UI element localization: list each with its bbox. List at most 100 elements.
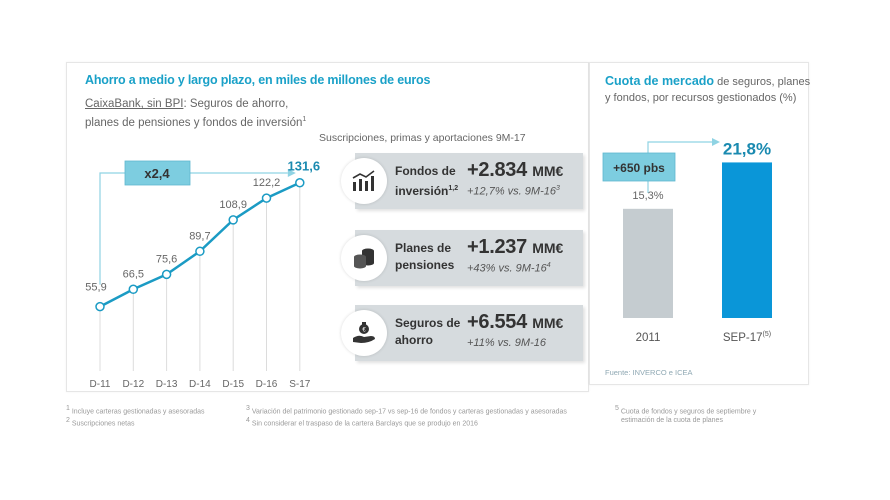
card-label-line1: Planes de: [395, 241, 452, 255]
card-seguros-ahorro: € Seguros de ahorro +6.554 MM€ +11% vs. 9…: [341, 305, 583, 361]
card-delta-text: +43% vs. 9M-16: [467, 262, 547, 275]
card-label: Fondos de inversión1,2: [395, 163, 458, 200]
data-point: [161, 269, 172, 280]
x-tick-label: S-17: [289, 379, 311, 389]
card-value-unit: MM€: [532, 315, 564, 331]
data-label: 131,6: [288, 159, 321, 174]
data-label: 75,6: [156, 253, 177, 265]
data-point: [295, 177, 305, 188]
data-label: 66,5: [123, 268, 144, 280]
data-point: [195, 246, 205, 257]
card-delta-sup: 4: [546, 262, 551, 269]
growth-bracket-line: [99, 172, 288, 285]
footnote-num: 5: [615, 405, 619, 412]
card-label-line2: pensiones: [395, 258, 455, 272]
change-label: +650 pbs: [613, 161, 665, 175]
multiplier-label: x2,4: [144, 166, 170, 181]
market-share-bar-chart: +650 pbs 15,3% 2011 21,8% SEP-17(5): [602, 138, 772, 344]
market-share-panel: Cuota de mercado de seguros, planes y fo…: [589, 62, 810, 385]
coins-stack-icon: [341, 235, 387, 281]
bar-2011: [623, 208, 673, 318]
multiplier-tag: [124, 160, 191, 186]
card-delta: +43% vs. 9M-164: [467, 262, 551, 275]
card-label: Seguros de ahorro: [395, 315, 460, 349]
card-label-line2: inversión: [395, 184, 449, 198]
footnote-num: 2: [66, 417, 70, 424]
card-value: +2.834 MM€: [467, 159, 563, 182]
source-note: Fuente: INVERCO e ICEA: [605, 368, 693, 377]
data-point: [261, 193, 272, 203]
x-tick-label: D-11: [90, 379, 111, 389]
card-label: Planes de pensiones: [395, 240, 454, 274]
card-label-line1: Seguros de: [395, 316, 461, 330]
change-arrow-head: [712, 138, 720, 146]
card-value: +6.554 MM€: [467, 311, 563, 334]
card-value-unit: MM€: [532, 240, 564, 256]
footnote-text: Incluye carteras gestionadas y asesorada…: [71, 408, 205, 416]
footnote-3: 3 Variación del patrimonio gestionado se…: [246, 403, 567, 418]
x-tick-label: D-14: [189, 379, 211, 389]
footnote-text: estimación de la cuota de planes: [621, 417, 723, 424]
card-delta: +11% vs. 9M-16: [467, 337, 546, 349]
savings-panel-subtitle: CaixaBank, sin BPI: Seguros de ahorro, p…: [85, 96, 306, 131]
x-tick-sup: (5): [763, 331, 772, 338]
footnote-4: 4 Sin considerar el traspaso de la carte…: [246, 415, 478, 430]
bar-sep-17: [722, 162, 772, 318]
footnote-text: Suscripciones netas: [71, 420, 135, 428]
card-value-number: +1.237: [467, 236, 527, 258]
bar-chart-trend-icon: [341, 158, 387, 204]
market-share-title-bold: Cuota de mercado: [605, 74, 715, 88]
market-share-title-line2: y fondos, por recursos gestionados (%): [605, 92, 797, 104]
card-delta: +12,7% vs. 9M-163: [467, 185, 560, 198]
x-tick-label: D-12: [122, 379, 144, 389]
data-label: 55,9: [85, 282, 106, 294]
x-tick-label: 2011: [636, 332, 661, 344]
footnote-text: Sin considerar el traspaso de la cartera…: [251, 420, 478, 428]
card-label-line1: Fondos de: [395, 164, 456, 178]
data-point: [128, 284, 139, 295]
subtitle-line2: planes de pensiones y fondos de inversió…: [85, 116, 303, 129]
data-label: 89,7: [189, 230, 210, 242]
x-tick-label: SEP-17(5): [723, 331, 771, 344]
bar-value-label: 21,8%: [723, 139, 771, 158]
footnote-text: Variación del patrimonio gestionado sep-…: [251, 408, 567, 416]
bar-value-label: 15,3%: [632, 190, 663, 202]
subtitle-line1-rest: : Seguros de ahorro,: [183, 98, 289, 110]
savings-line-chart: x2,4 55,9 D-11 66,5 D-12 75,6 D-13 89,7 D-14 108,…: [85, 159, 321, 389]
hand-money-bag-icon: €: [341, 310, 387, 356]
card-delta-text: +11% vs. 9M-16: [467, 337, 546, 349]
footnote-num: 1: [66, 405, 70, 412]
card-delta-sup: 3: [555, 185, 560, 192]
x-tick-label: D-16: [256, 379, 278, 389]
footnote-num: 3: [246, 405, 250, 412]
x-tick-label: D-15: [222, 379, 244, 389]
data-label: 122,2: [253, 177, 281, 189]
savings-panel-title: Ahorro a medio y largo plazo, en miles d…: [85, 73, 431, 87]
footnote-1: 1 Incluye carteras gestionadas y asesora…: [66, 403, 205, 418]
card-value-number: +2.834: [467, 159, 527, 181]
cards-heading: Suscripciones, primas y aportaciones 9M-…: [319, 132, 526, 144]
svg-text:€: €: [362, 328, 366, 334]
card-planes-pensiones: Planes de pensiones +1.237 MM€ +43% vs. 9…: [341, 230, 583, 286]
data-label: 108,9: [219, 199, 247, 211]
footnote-num: 4: [246, 417, 250, 424]
card-delta-text: +12,7% vs. 9M-16: [467, 185, 556, 198]
footnote-text: Cuota de fondos y seguros de septiembre …: [620, 408, 757, 416]
data-point: [228, 215, 238, 225]
footnote-5-cont: estimación de la cuota de planes: [621, 415, 723, 427]
savings-panel: Ahorro a medio y largo plazo, en miles d…: [66, 62, 589, 392]
subtitle-scope: CaixaBank, sin BPI: [85, 98, 184, 110]
footnote-5: 5 Cuota de fondos y seguros de septiembr…: [615, 403, 756, 418]
card-label-line2: ahorro: [395, 333, 434, 347]
x-tick-label: D-13: [156, 379, 178, 389]
card-value-unit: MM€: [532, 163, 564, 179]
subtitle-sup: 1: [302, 116, 307, 123]
card-fondos-inversion: Fondos de inversión1,2 +2.834 MM€ +12,7% …: [341, 153, 583, 209]
data-point: [95, 301, 105, 312]
footnote-2: 2 Suscripciones netas: [66, 415, 135, 430]
card-label-sup: 1,2: [448, 185, 459, 192]
market-share-title-rest: de seguros, planes: [714, 76, 811, 88]
card-value-number: +6.554: [467, 311, 527, 333]
change-tag: [602, 152, 676, 182]
market-share-title: Cuota de mercado de seguros, planes y fo…: [605, 73, 810, 106]
